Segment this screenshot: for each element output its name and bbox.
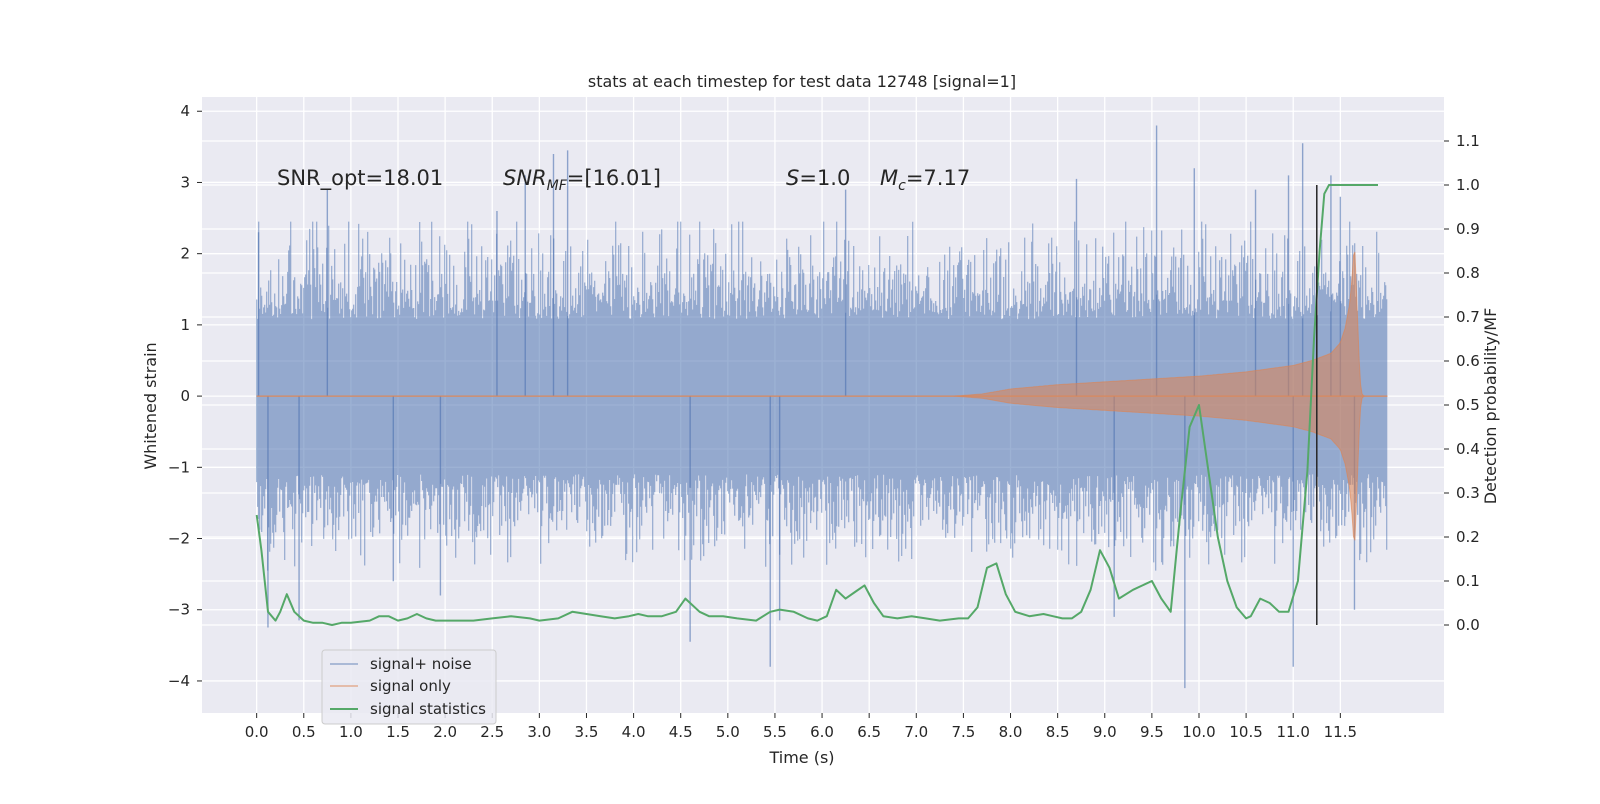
y-right-tick-label: 0.2	[1456, 528, 1480, 546]
x-tick-label: 6.0	[810, 723, 834, 741]
x-tick-label: 3.5	[575, 723, 599, 741]
s-annotation: S=1.0	[786, 166, 850, 190]
x-tick-label: 9.0	[1093, 723, 1117, 741]
y-right-tick-label: 0.1	[1456, 572, 1480, 590]
y-tick-label: 3	[180, 173, 190, 191]
y-tick-label: −4	[168, 672, 190, 690]
x-tick-label: 4.0	[622, 723, 646, 741]
x-tick-label: 7.0	[904, 723, 928, 741]
x-tick-label: 8.0	[999, 723, 1023, 741]
mc-value: =7.17	[906, 166, 970, 190]
x-tick-label: 3.0	[527, 723, 551, 741]
y-right-tick-label: 0.7	[1456, 308, 1480, 326]
s-value: =1.0	[799, 166, 850, 190]
snr-opt-annotation: SNR_opt=18.01	[277, 166, 443, 191]
y-right-tick-label: 0.9	[1456, 220, 1480, 238]
x-tick-label: 6.5	[857, 723, 881, 741]
y-right-tick-label: 0.8	[1456, 264, 1480, 282]
x-tick-label: 11.0	[1277, 723, 1310, 741]
x-tick-label: 5.5	[763, 723, 787, 741]
y-right-tick-label: 0.6	[1456, 352, 1480, 370]
y-right-tick-label: 1.0	[1456, 176, 1480, 194]
x-tick-label: 8.5	[1046, 723, 1070, 741]
x-axis-label: Time (s)	[768, 748, 834, 767]
x-tick-label: 0.5	[292, 723, 316, 741]
snr-mf-annotation: SNRMF=[16.01]	[503, 166, 661, 194]
y-tick-label: 4	[180, 102, 190, 120]
y-axis-label: Whitened strain	[141, 342, 160, 469]
x-tick-label: 1.5	[386, 723, 410, 741]
y-tick-label: −2	[168, 530, 190, 548]
y-tick-label: 2	[180, 245, 190, 263]
x-tick-label: 2.5	[480, 723, 504, 741]
x-tick-label: 9.5	[1140, 723, 1164, 741]
svg-text:SNRMF=[16.01]: SNRMF=[16.01]	[503, 166, 661, 194]
snr-mf-value: =[16.01]	[567, 166, 661, 190]
legend-box	[321, 649, 497, 725]
x-tick-label: 0.0	[245, 723, 269, 741]
series-signal-only	[256, 251, 1388, 541]
x-tick-label: 4.5	[669, 723, 693, 741]
legend-label-signal-only: signal only	[370, 677, 451, 695]
y-right-tick-label: 0.5	[1456, 396, 1480, 414]
y-tick-label: −1	[168, 458, 190, 476]
x-tick-label: 11.5	[1324, 723, 1357, 741]
tick-labels: 0.0 0.5 1.0 1.5 2.0 2.5 3.0 3.5 4.0 4.5 5.0 5.5 6.0 6…	[168, 102, 1480, 741]
y-right-tick-label: 0.3	[1456, 484, 1480, 502]
y-right-tick-label: 1.1	[1456, 132, 1480, 150]
mc-annotation: Mc=7.17	[880, 166, 970, 194]
chart-title: stats at each timestep for test data 127…	[588, 72, 1016, 91]
x-tick-label: 10.0	[1182, 723, 1215, 741]
y-tick-label: −3	[168, 601, 190, 619]
series-signal-statistics	[255, 184, 1378, 626]
legend-label-signal-noise: signal+ noise	[370, 655, 472, 673]
signal-statistics-line	[255, 184, 1378, 626]
x-tick-label: 2.0	[433, 723, 457, 741]
svg-text:Mc=7.17: Mc=7.17	[880, 166, 970, 194]
x-tick-label: 1.0	[339, 723, 363, 741]
y-tick-label: 0	[180, 387, 190, 405]
legend: signal+ noise signal only signal statist…	[321, 649, 497, 725]
legend-label-signal-statistics: signal statistics	[370, 700, 486, 718]
y-right-tick-label: 0.0	[1456, 616, 1480, 634]
y-right-tick-label: 0.4	[1456, 440, 1480, 458]
svg-text:S=1.0: S=1.0	[786, 166, 850, 190]
x-tick-label: 5.0	[716, 723, 740, 741]
x-tick-label: 7.5	[951, 723, 975, 741]
y-tick-label: 1	[180, 316, 190, 334]
y-right-axis-label: Detection probability/MF	[1481, 308, 1500, 505]
x-tick-label: 10.5	[1229, 723, 1262, 741]
